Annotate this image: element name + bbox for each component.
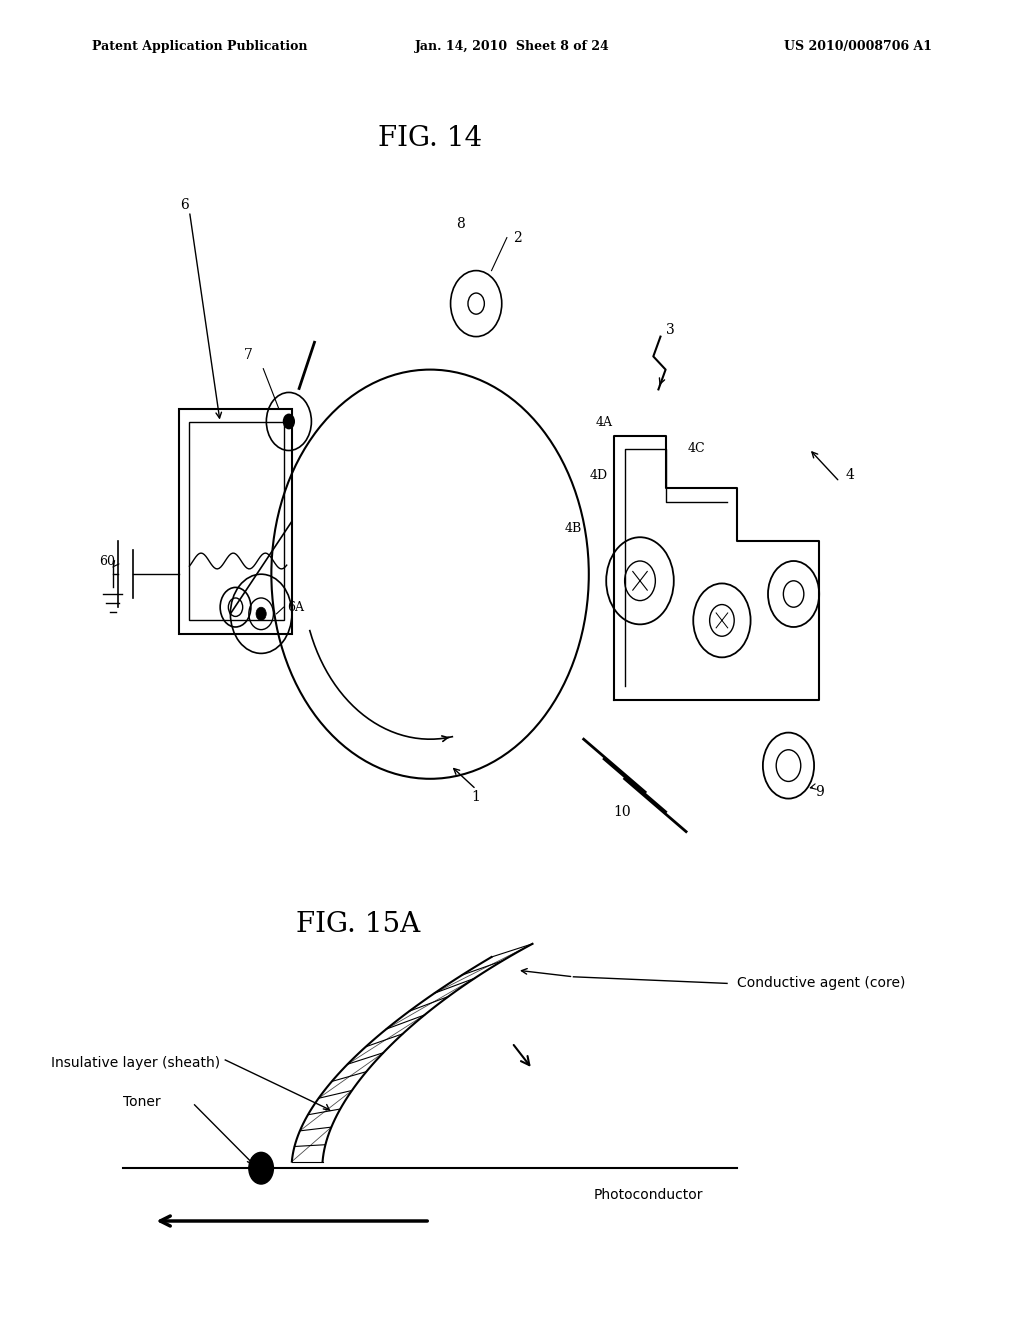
Text: 3: 3	[667, 323, 675, 337]
Text: Patent Application Publication: Patent Application Publication	[92, 40, 307, 53]
Text: 6A: 6A	[287, 601, 304, 614]
Text: 1: 1	[472, 791, 480, 804]
Bar	[189, 422, 284, 620]
Circle shape	[249, 1152, 273, 1184]
Text: 4C: 4C	[687, 442, 706, 455]
Text: Photoconductor: Photoconductor	[594, 1188, 703, 1201]
Text: Conductive agent (core): Conductive agent (core)	[737, 977, 905, 990]
Bar	[179, 409, 292, 634]
Text: 4: 4	[846, 469, 854, 482]
Text: US 2010/0008706 A1: US 2010/0008706 A1	[783, 40, 932, 53]
Text: 8: 8	[457, 218, 465, 231]
Text: 10: 10	[613, 805, 632, 818]
Circle shape	[283, 413, 295, 429]
Text: 9: 9	[815, 785, 823, 799]
Text: Insulative layer (sheath): Insulative layer (sheath)	[51, 1056, 220, 1069]
Text: 4B: 4B	[565, 521, 582, 535]
Text: Toner: Toner	[123, 1096, 161, 1109]
Text: 4A: 4A	[596, 416, 612, 429]
Text: 7: 7	[244, 348, 252, 363]
Text: 4D: 4D	[590, 469, 608, 482]
Text: 2: 2	[513, 231, 521, 244]
Circle shape	[256, 607, 266, 620]
Text: FIG. 15A: FIG. 15A	[296, 911, 421, 937]
Text: FIG. 14: FIG. 14	[378, 125, 482, 152]
Text: Jan. 14, 2010  Sheet 8 of 24: Jan. 14, 2010 Sheet 8 of 24	[415, 40, 609, 53]
Text: 6: 6	[180, 198, 188, 211]
Text: 60: 60	[98, 554, 115, 568]
